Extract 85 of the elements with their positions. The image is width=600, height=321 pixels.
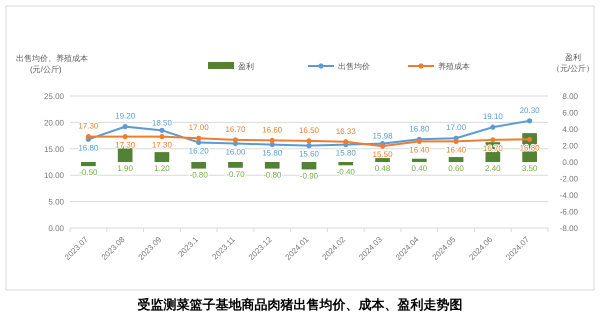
data-label: -0.40: [336, 167, 356, 176]
legend-label: 养殖成本: [438, 62, 470, 71]
data-label: 15.60: [298, 150, 320, 159]
point: [306, 138, 312, 144]
data-label: -0.50: [79, 168, 98, 178]
y-tick-label: 25.00: [44, 92, 65, 101]
y2-tick-label: 8.00: [562, 92, 579, 101]
data-label: 16.80: [78, 143, 99, 152]
data-label: -0.70: [226, 170, 246, 179]
data-label: 16.70: [225, 124, 246, 134]
point: [86, 134, 91, 140]
y-axis-title: 出售均价、养殖成本(元/公斤): [16, 54, 88, 74]
data-label: 3.50: [522, 164, 538, 173]
bar: [412, 158, 427, 162]
point: [306, 143, 312, 148]
point: [527, 136, 532, 142]
bar: [302, 162, 316, 170]
data-label: 1.20: [154, 164, 170, 173]
point: [159, 128, 165, 133]
y2-tick-label: 4.00: [562, 125, 579, 134]
y-tick-label: 10.00: [44, 171, 65, 180]
text: 受监测菜篮子基地商品肉猪出售均价、成本、盈利走势图: [136, 297, 462, 312]
data-label: 15.50: [372, 150, 394, 160]
data-label: 16.33: [336, 126, 356, 136]
data-label: 20.30: [520, 106, 540, 115]
point: [490, 124, 496, 130]
data-label: 16.20: [188, 146, 210, 156]
data-label: 17.30: [152, 140, 172, 150]
data-label: -0.80: [263, 170, 282, 180]
y2-tick-label: -4.00: [560, 191, 579, 200]
data-label: 2.40: [485, 164, 502, 173]
point: [343, 139, 348, 144]
y-tick-label: 5.00: [48, 198, 65, 207]
data-label: -0.80: [190, 170, 208, 180]
y2-tick-label: -8.00: [560, 224, 579, 233]
point: [416, 138, 422, 144]
data-label: 19.20: [115, 112, 136, 121]
data-label: 1.90: [117, 164, 134, 173]
data-label: 15.80: [336, 148, 356, 158]
bar: [228, 162, 243, 168]
bar: [264, 162, 280, 169]
data-label: 16.80: [409, 124, 430, 134]
point: [453, 138, 459, 144]
y2-axis-title: 盈利（元/公斤）: [552, 53, 594, 73]
bar: [375, 158, 390, 162]
data-label: -0.90: [300, 171, 319, 180]
data-label: 0.40: [412, 164, 428, 173]
data-label: 19.10: [482, 112, 504, 122]
y2-tick-label: 0.00: [562, 158, 579, 167]
y2-tick-label: 2.00: [562, 142, 579, 150]
data-label: 16.60: [262, 125, 283, 134]
bar: [81, 162, 96, 166]
data-label: 16.40: [446, 145, 467, 154]
point: [380, 144, 386, 149]
legend-label: 出售均价: [338, 62, 370, 71]
data-label: 15.80: [262, 148, 283, 158]
data-label: 16.40: [409, 145, 430, 154]
legend-label: 盈利: [238, 62, 254, 71]
y2-tick-label: -6.00: [560, 208, 579, 216]
data-label: 0.60: [448, 164, 464, 173]
bar: [338, 162, 354, 166]
bar: [154, 152, 170, 162]
point: [232, 137, 238, 142]
data-label: 0.48: [374, 164, 391, 173]
y2-tick-label: 6.00: [562, 108, 579, 118]
y-tick-label: 0.00: [48, 224, 65, 233]
data-label: 18.50: [152, 118, 172, 128]
y-tick-label: 15.00: [44, 144, 65, 154]
data-label: 17.00: [188, 123, 210, 132]
data-label: 16.00: [225, 148, 246, 157]
point: [122, 124, 128, 130]
y2-tick-label: -2.00: [560, 174, 579, 184]
point: [527, 118, 532, 124]
point: [159, 134, 165, 140]
data-label: 17.30: [78, 122, 99, 131]
bar: [191, 162, 206, 169]
point: [196, 136, 202, 141]
data-label: 15.98: [372, 132, 394, 141]
bar: [448, 157, 464, 162]
point: [270, 138, 275, 143]
data-label: 17.00: [446, 123, 467, 132]
point: [490, 137, 496, 142]
data-label: 16.50: [298, 126, 320, 135]
y-tick-label: 20.00: [44, 118, 65, 128]
point: [122, 134, 128, 140]
